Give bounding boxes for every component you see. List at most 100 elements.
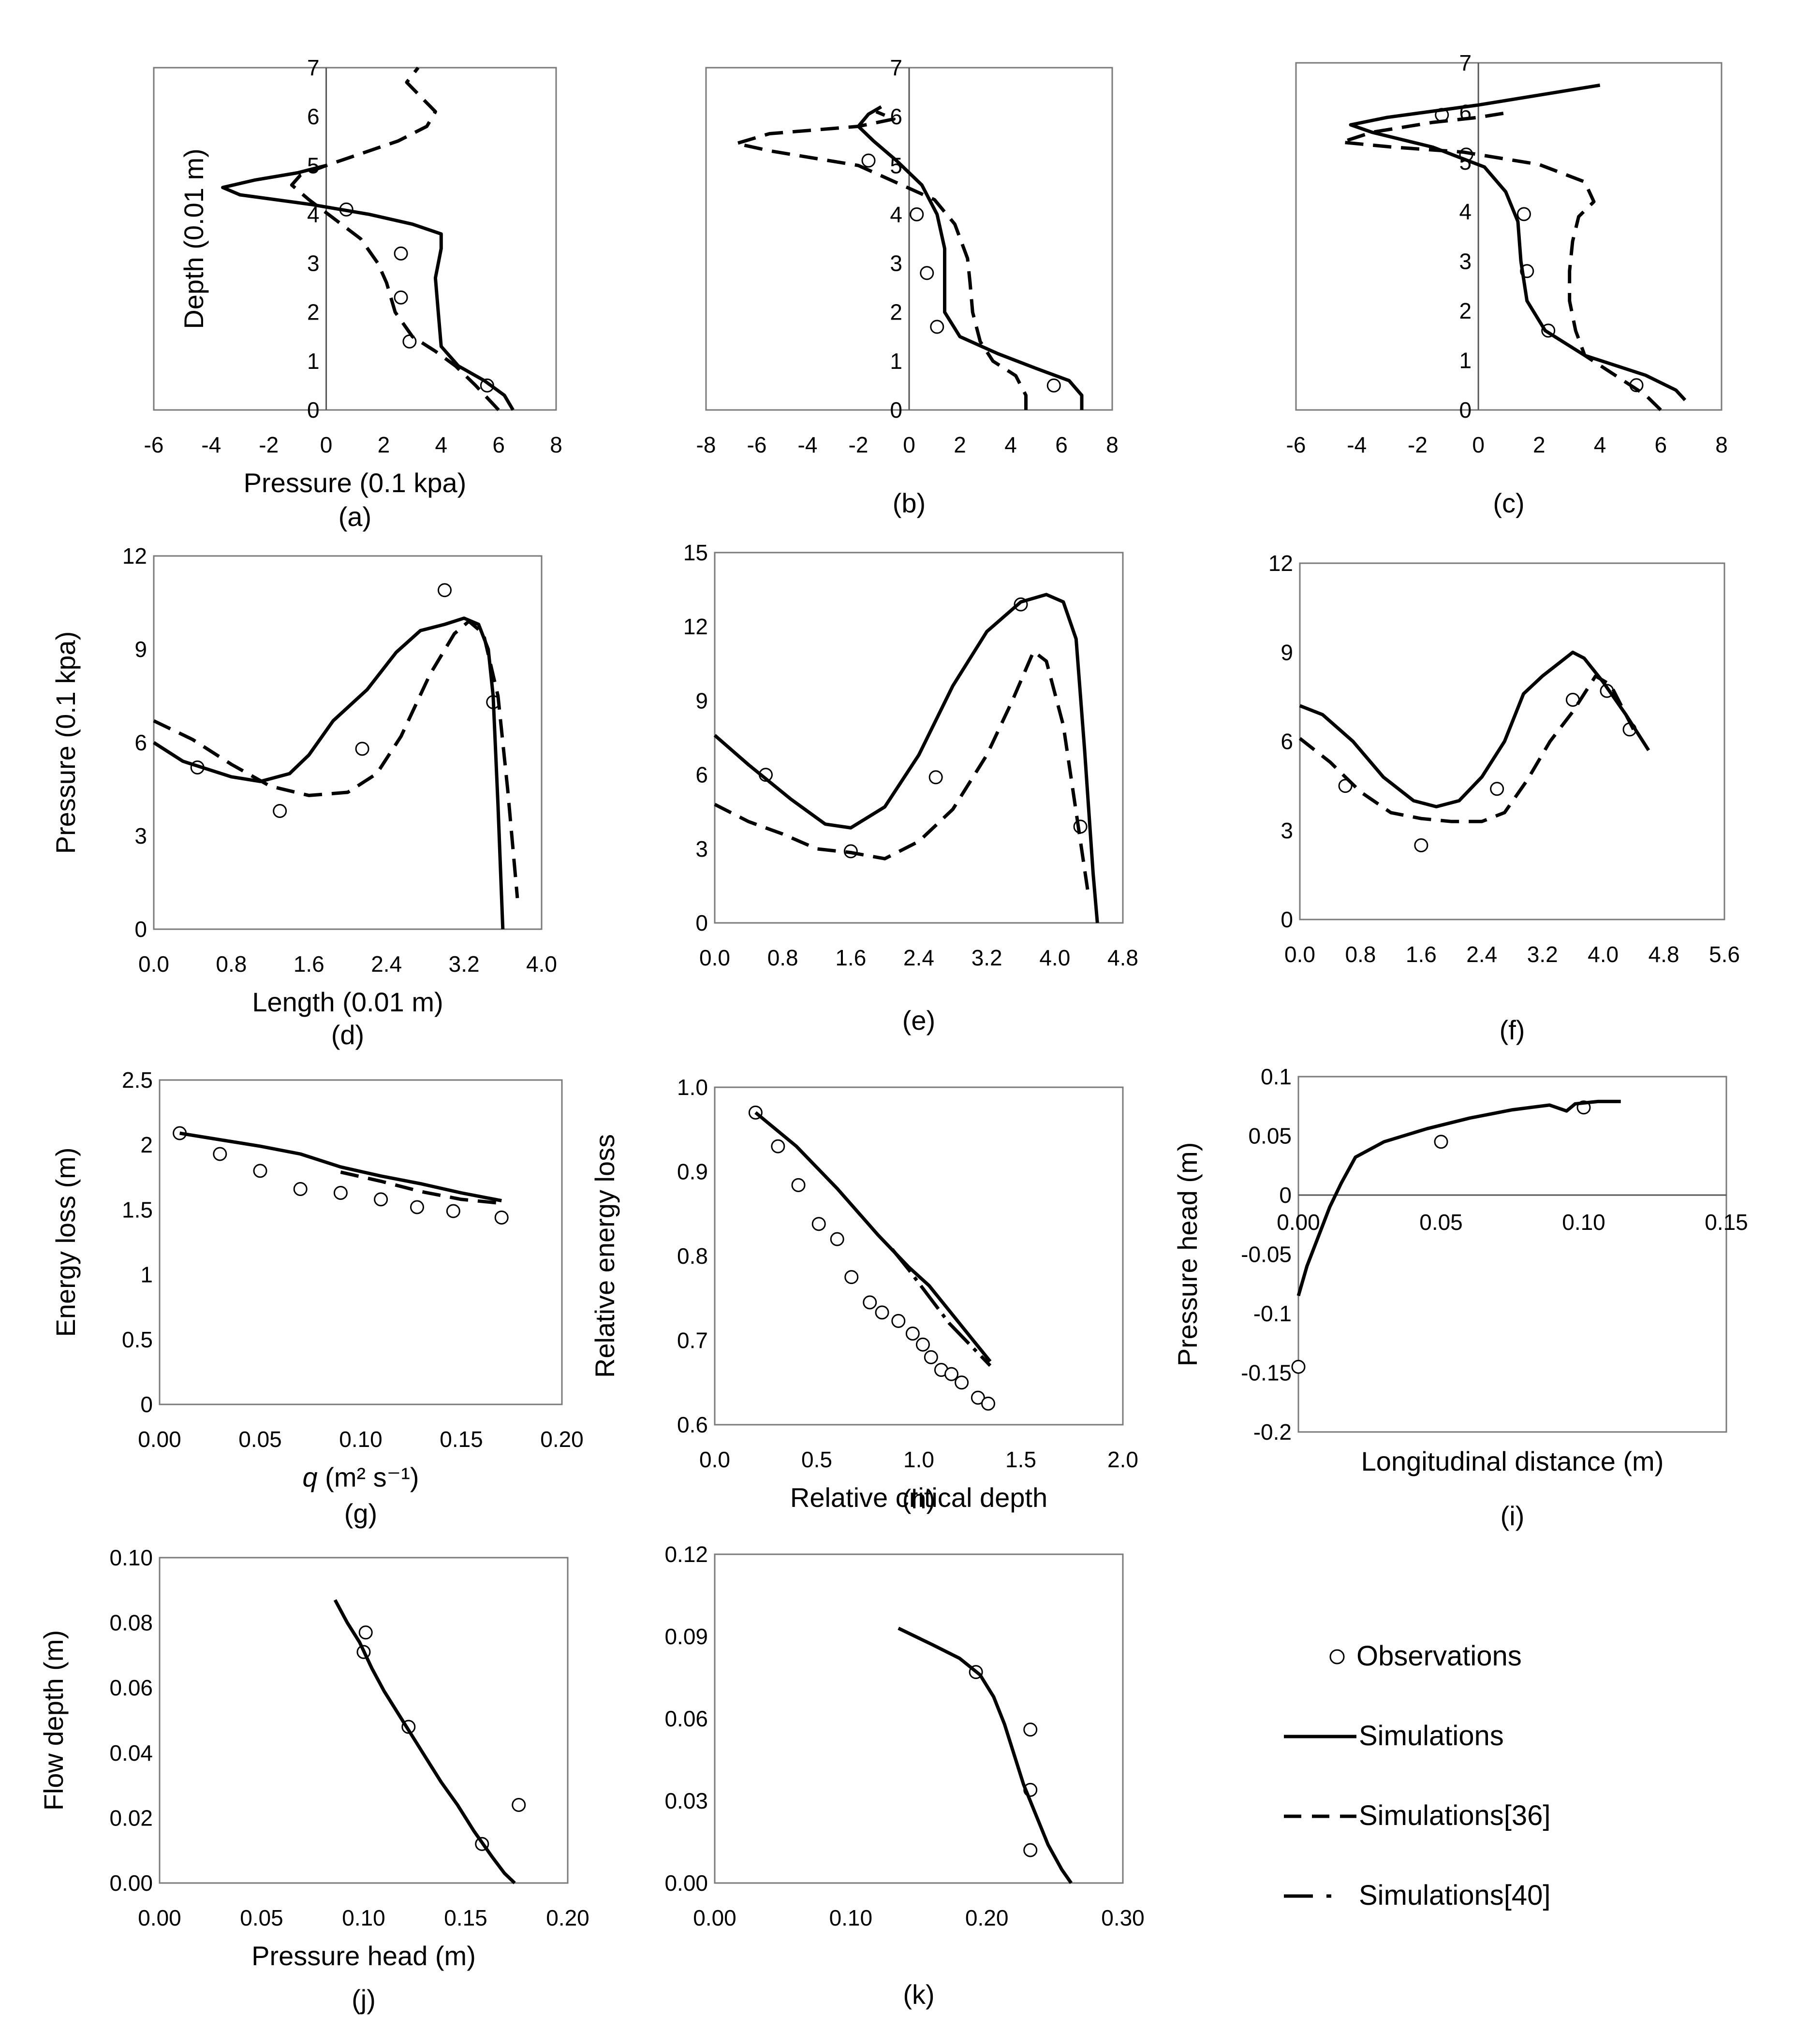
x-tick-label: 2 bbox=[378, 432, 390, 457]
y-tick-label: 9 bbox=[134, 637, 147, 662]
observation-point bbox=[791, 1178, 806, 1192]
observation-point bbox=[861, 153, 876, 168]
y-tick-label: 0.10 bbox=[109, 1545, 153, 1570]
observation-point bbox=[394, 290, 408, 305]
y-tick-label: 0.06 bbox=[664, 1706, 708, 1731]
observation-point bbox=[955, 1375, 969, 1390]
series-line-dashed bbox=[714, 649, 1091, 899]
chart-d: 0.0 0.8 1.6 2.4 3.2 4.0 0 3 6 9 12 Length (0.01 m) P… bbox=[50, 543, 557, 1050]
observation-point bbox=[910, 207, 924, 221]
x-tick-label: 0.10 bbox=[339, 1427, 383, 1452]
x-tick-label: 0.30 bbox=[1101, 1905, 1145, 1930]
x-axis-label: Relative critical depth bbox=[790, 1482, 1047, 1513]
y-axis-label: Pressure head (m) bbox=[1172, 1142, 1203, 1367]
x-tick-label: 2.4 bbox=[903, 945, 934, 970]
x-axis-label: q (m² s⁻¹) bbox=[302, 1462, 419, 1492]
legend-label: Simulations[36] bbox=[1359, 1800, 1551, 1831]
y-tick-label: 0.1 bbox=[1261, 1064, 1292, 1089]
observation-point bbox=[971, 1390, 985, 1405]
y-tick-label: 0.03 bbox=[664, 1788, 708, 1813]
observation-point bbox=[1434, 1135, 1448, 1149]
observation-point bbox=[293, 1182, 308, 1196]
y-tick-label: 1 bbox=[1459, 348, 1472, 373]
series-line-dashed bbox=[1298, 674, 1635, 823]
y-tick-label: 3 bbox=[1281, 818, 1293, 843]
y-tick-label: -0.15 bbox=[1241, 1360, 1292, 1386]
x-tick-label: 8 bbox=[550, 432, 562, 457]
observation-point bbox=[512, 1797, 526, 1812]
panel-label: (j) bbox=[352, 1984, 376, 2015]
x-tick-label: 0 bbox=[903, 432, 915, 457]
observation-point bbox=[928, 770, 943, 785]
y-tick-label: 0 bbox=[140, 1392, 153, 1417]
y-tick-label: 0.06 bbox=[109, 1675, 153, 1700]
y-tick-label: 0.00 bbox=[664, 1870, 708, 1896]
x-tick-label: 0.05 bbox=[240, 1905, 283, 1930]
y-tick-label: 3 bbox=[134, 823, 147, 848]
observation-point bbox=[253, 1164, 267, 1178]
series-line-solid bbox=[713, 593, 1099, 923]
y-tick-label: 7 bbox=[1459, 50, 1472, 75]
x-axis-label: Pressure head (m) bbox=[251, 1941, 476, 1971]
y-tick-label: 9 bbox=[695, 688, 708, 713]
plot-frame-j bbox=[159, 1557, 569, 1884]
y-tick-label: 12 bbox=[1268, 551, 1293, 576]
x-tick-label: 4 bbox=[435, 432, 447, 457]
series-line-dashdot bbox=[891, 1248, 992, 1367]
series-line-solid bbox=[1296, 1099, 1621, 1297]
y-tick-label: 0 bbox=[134, 917, 147, 942]
x-tick-label: 0.20 bbox=[546, 1905, 589, 1930]
y-tick-label: 6 bbox=[890, 104, 902, 129]
y-tick-label: 6 bbox=[307, 104, 320, 129]
observation-point bbox=[891, 1314, 906, 1328]
y-tick-label: 0 bbox=[695, 910, 708, 935]
x-tick-label: 0.0 bbox=[699, 945, 730, 970]
x-tick-label: 4.8 bbox=[1649, 942, 1679, 967]
x-tick-label: 6 bbox=[492, 432, 505, 457]
series-line-solid bbox=[1299, 650, 1650, 809]
x-axis-label-symbol: q bbox=[302, 1462, 317, 1492]
y-tick-label: 9 bbox=[1281, 640, 1293, 665]
x-tick-label: -2 bbox=[849, 432, 869, 457]
x-tick-label: 0.10 bbox=[1562, 1210, 1605, 1235]
x-tick-label: 0.05 bbox=[1419, 1210, 1463, 1235]
observation-point bbox=[1565, 693, 1580, 707]
legend-swatch-observation bbox=[1329, 1649, 1345, 1664]
x-tick-label: 2.0 bbox=[1107, 1447, 1138, 1472]
x-tick-label: 4 bbox=[1594, 432, 1606, 457]
x-tick-label: 1.6 bbox=[294, 951, 324, 977]
x-tick-label: 6 bbox=[1055, 432, 1068, 457]
observation-point bbox=[355, 742, 369, 756]
series-line-solid bbox=[179, 1131, 502, 1203]
x-tick-label: 0 bbox=[1472, 432, 1485, 457]
legend-item: Simulations[36] bbox=[1284, 1800, 1551, 1831]
x-axis-label: Longitudinal distance (m) bbox=[1361, 1446, 1664, 1476]
plot-frame-f bbox=[1299, 562, 1725, 920]
chart-j: 0.00 0.05 0.10 0.15 0.20 0.00 0.02 0.04 0.06 0.08… bbox=[38, 1545, 589, 2015]
observation-point bbox=[811, 1217, 826, 1231]
panel-label: (d) bbox=[331, 1020, 364, 1050]
panel-label: (h) bbox=[902, 1484, 935, 1514]
y-axis-label: Depth (0.01 m) bbox=[178, 148, 209, 329]
x-tick-label: 4.8 bbox=[1107, 945, 1138, 970]
x-tick-label: -4 bbox=[1347, 432, 1367, 457]
y-tick-label: -0.1 bbox=[1253, 1301, 1292, 1326]
y-tick-label: 0.9 bbox=[677, 1159, 708, 1184]
y-tick-label: 0 bbox=[1281, 907, 1293, 932]
observation-point bbox=[1291, 1359, 1306, 1374]
y-tick-label: 4 bbox=[890, 202, 902, 227]
x-tick-label: 0.0 bbox=[138, 951, 169, 977]
plot-frame-k bbox=[714, 1553, 1124, 1884]
observation-point bbox=[213, 1147, 227, 1161]
y-tick-label: 2 bbox=[140, 1132, 153, 1157]
y-tick-label: 1 bbox=[140, 1262, 153, 1287]
y-tick-label: 2.5 bbox=[122, 1067, 153, 1093]
observation-point bbox=[981, 1396, 995, 1411]
x-tick-label: 0.20 bbox=[540, 1427, 584, 1452]
panel-label: (e) bbox=[902, 1005, 935, 1036]
observation-point bbox=[333, 1186, 348, 1200]
observation-point bbox=[410, 1200, 424, 1214]
observation-point bbox=[1023, 1723, 1038, 1737]
